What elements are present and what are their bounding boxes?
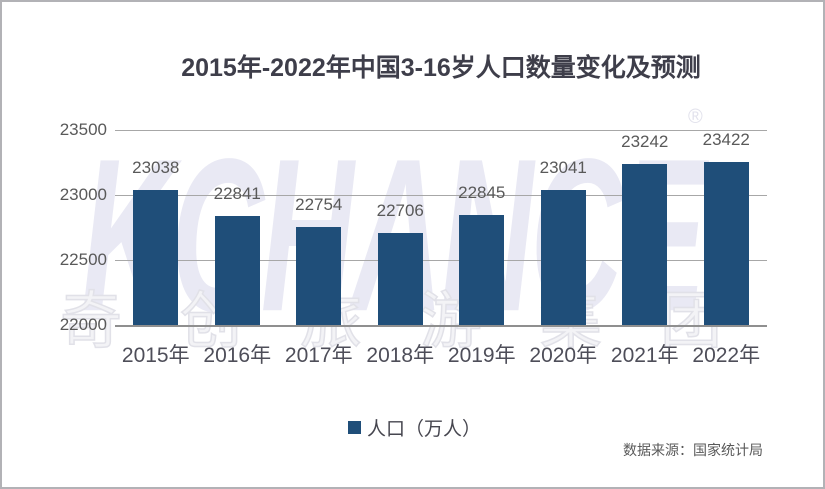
x-axis-label: 2017年: [284, 344, 353, 367]
bar-value-label: 23242: [621, 131, 669, 151]
bar-2017年: [296, 227, 342, 325]
gridline: [115, 195, 767, 196]
bar-2015年: [133, 190, 179, 325]
registered-trademark-icon: ®: [688, 106, 703, 128]
x-axis: 2015年 2016年 2017年 2018年 2019年 2020年 2021年 2022年: [115, 343, 767, 369]
y-axis-tick-label: 23000: [59, 185, 107, 204]
bar-value-label: 22706: [376, 201, 424, 221]
gridline: [115, 260, 767, 261]
bar-value-label: 22841: [213, 183, 261, 203]
x-axis-label: 2019年: [447, 344, 516, 367]
bar-slot: 23041: [523, 130, 605, 325]
x-axis-line: [115, 325, 767, 327]
x-axis-label: 2018年: [366, 344, 435, 367]
x-axis-label: 2020年: [529, 344, 598, 367]
y-axis-tick-label: 23500: [59, 120, 107, 139]
gridline: [115, 130, 767, 131]
bar-2019年: [459, 215, 505, 325]
bar-2020年: [540, 189, 586, 325]
bar-value-label: 23038: [132, 158, 180, 178]
chart-title: 2015年-2022年中国3-16岁人口数量变化及预测: [181, 54, 701, 82]
x-axis-label: 2021年: [610, 344, 679, 367]
legend-swatch-icon: [347, 421, 361, 434]
legend: 人口（万人）: [2, 414, 823, 441]
bar-slot: 22706: [360, 130, 442, 325]
y-axis-tick-label: 22000: [59, 315, 107, 334]
bar-slot: 23422: [686, 130, 768, 325]
data-source-note: 数据来源：国家统计局: [623, 442, 763, 458]
y-axis-tick-label: 22500: [59, 250, 107, 269]
bar-2016年: [214, 215, 260, 325]
bar-2021年: [622, 163, 668, 325]
bar-2018年: [377, 233, 423, 325]
bar-2022年: [703, 162, 749, 325]
bar-value-label: 23422: [702, 130, 750, 149]
bar-value-label: 23041: [539, 157, 587, 177]
bar-value-label: 22754: [295, 195, 343, 214]
bar-slot: 22841: [197, 130, 279, 325]
bar-slot: 23038: [115, 130, 197, 325]
plot-area: 23038 22841 22754 22706 22845 23041 23242 23422: [115, 130, 767, 327]
bar-slot: 23242: [604, 130, 686, 325]
x-axis-label: 2015年: [121, 344, 190, 367]
bar-slot: 22754: [278, 130, 360, 325]
x-axis-label: 2022年: [692, 344, 761, 367]
bars-container: 23038 22841 22754 22706 22845 23041 23242 23422: [115, 130, 767, 325]
bar-slot: 22845: [441, 130, 523, 325]
bar-value-label: 22845: [458, 183, 506, 203]
legend-label: 人口（万人）: [366, 419, 481, 440]
x-axis-label: 2016年: [203, 344, 272, 367]
